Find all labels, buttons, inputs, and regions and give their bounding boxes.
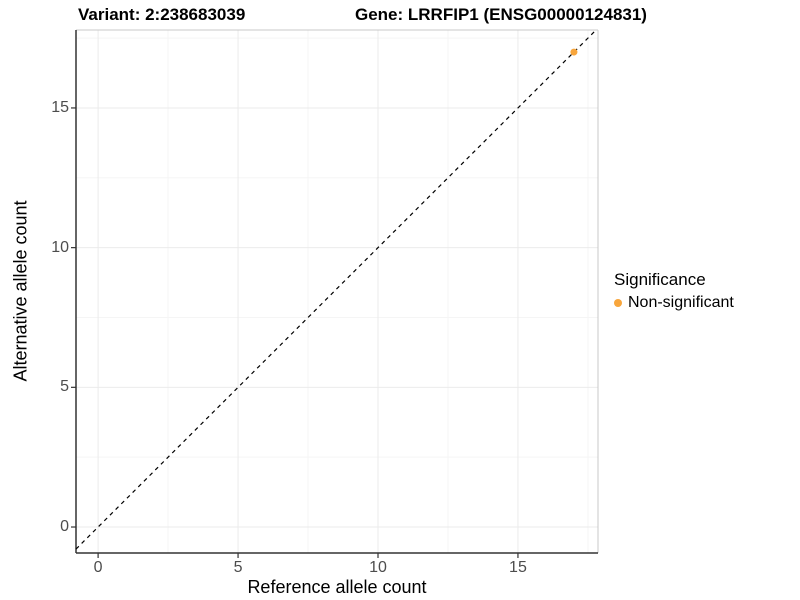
x-axis-title: Reference allele count bbox=[247, 577, 427, 597]
y-tick-label: 15 bbox=[51, 98, 69, 116]
x-tick-label: 0 bbox=[93, 559, 103, 576]
x-tick-label: 5 bbox=[233, 559, 243, 576]
variant-title: Variant: 2:238683039 bbox=[78, 5, 246, 24]
x-tick-label: 10 bbox=[369, 559, 387, 576]
legend: Significance Non-significant bbox=[614, 270, 734, 312]
legend-point-icon bbox=[614, 299, 622, 307]
y-tick-label: 5 bbox=[60, 378, 69, 396]
legend-item-label: Non-significant bbox=[628, 294, 734, 311]
identity-dashed-line bbox=[75, 29, 597, 550]
legend-title: Significance bbox=[614, 270, 706, 289]
x-tick-label: 15 bbox=[509, 559, 527, 576]
gene-title: Gene: LRRFIP1 (ENSG00000124831) bbox=[355, 5, 647, 24]
legend-item: Non-significant bbox=[614, 294, 734, 312]
y-axis-title: Alternative allele count bbox=[10, 200, 31, 382]
y-tick-label: 0 bbox=[60, 518, 69, 536]
data-point bbox=[570, 48, 578, 56]
y-tick-label: 10 bbox=[51, 238, 69, 256]
